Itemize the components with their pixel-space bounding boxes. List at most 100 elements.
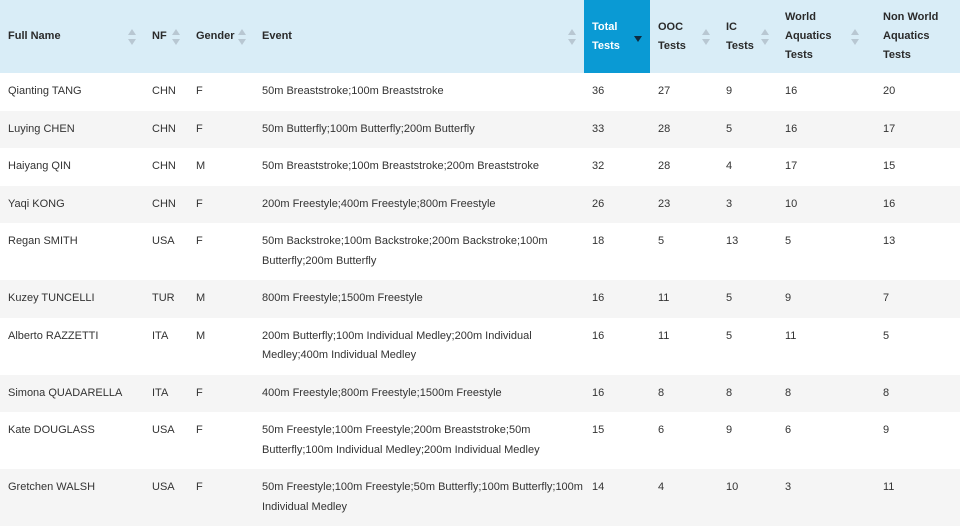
column-header-total-tests[interactable]: Total Tests: [584, 0, 650, 73]
table-row: Luying CHEN CHN F 50m Butterfly;100m Butter…: [0, 110, 960, 148]
column-header-label: IC Tests: [726, 20, 754, 52]
table-row: Kuzey TUNCELLI TUR M 800m Freestyle;1500m F…: [0, 280, 960, 318]
cell-event: 50m Freestyle;100m Freestyle;200m Breast…: [262, 424, 540, 456]
cell-gender: M: [196, 329, 206, 342]
sort-updown-icon[interactable]: [702, 28, 711, 45]
cell-total-tests: 26: [592, 197, 605, 210]
sort-updown-icon[interactable]: [851, 28, 860, 45]
column-header-label: Total Tests: [592, 20, 620, 52]
cell-ooc-tests: 4: [658, 481, 665, 493]
cell-event: 50m Backstroke;100m Backstroke;200m Back…: [262, 235, 548, 267]
column-header-label: Event: [262, 30, 292, 42]
cell-world-aquatics-tests: 6: [785, 424, 792, 436]
table-row: Haiyang QIN CHN M 50m Breaststroke;100m Bre…: [0, 148, 960, 186]
column-header-ooc-tests[interactable]: OOC Tests: [650, 0, 718, 73]
cell-full-name: Regan SMITH: [8, 235, 78, 247]
cell-event: 50m Breaststroke;100m Breaststroke;200m …: [262, 160, 539, 172]
cell-ic-tests: 13: [726, 235, 739, 247]
table-row: Yaqi KONG CHN F 200m Freestyle;400m Freesty…: [0, 185, 960, 223]
sort-updown-icon[interactable]: [172, 28, 181, 45]
cell-ooc-tests: 11: [658, 329, 670, 342]
cell-full-name: Haiyang QIN: [8, 160, 71, 172]
cell-world-aquatics-tests: 17: [785, 160, 798, 172]
sort-updown-icon[interactable]: [128, 28, 137, 45]
column-header-label: Non World Aquatics Tests: [883, 11, 939, 61]
cell-full-name: Simona QUADARELLA: [8, 386, 123, 399]
cell-world-aquatics-tests: 16: [785, 122, 798, 135]
column-header-non-world-aquatics-tests[interactable]: Non World Aquatics Tests: [875, 0, 960, 73]
cell-full-name: Yaqi KONG: [8, 197, 65, 210]
column-header-event[interactable]: Event: [254, 0, 584, 73]
column-header-nf[interactable]: NF: [144, 0, 188, 73]
cell-event: 800m Freestyle;1500m Freestyle: [262, 292, 423, 304]
cell-world-aquatics-tests: 9: [785, 292, 792, 304]
cell-non-world-aquatics-tests: 17: [883, 122, 896, 135]
cell-event: 50m Breaststroke;100m Breaststroke: [262, 85, 444, 97]
cell-total-tests: 16: [592, 292, 605, 304]
cell-full-name: Luying CHEN: [8, 122, 75, 135]
cell-world-aquatics-tests: 16: [785, 85, 798, 97]
column-header-gender[interactable]: Gender: [188, 0, 254, 73]
cell-ooc-tests: 5: [658, 235, 665, 247]
cell-non-world-aquatics-tests: 9: [883, 424, 890, 436]
table-row: Alberto RAZZETTI ITA M 200m Butterfly;100m …: [0, 317, 960, 375]
table-row: Kate DOUGLASS USA F 50m Freestyle;100m Free…: [0, 412, 960, 469]
cell-ic-tests: 5: [726, 329, 733, 342]
cell-nf: USA: [152, 424, 175, 436]
cell-world-aquatics-tests: 5: [785, 235, 792, 247]
column-header-label: World Aquatics Tests: [785, 11, 832, 61]
cell-ooc-tests: 11: [658, 292, 670, 304]
cell-event: 400m Freestyle;800m Freestyle;1500m Free…: [262, 386, 502, 399]
cell-non-world-aquatics-tests: 15: [883, 160, 896, 172]
cell-gender: F: [196, 235, 203, 247]
cell-nf: CHN: [152, 85, 176, 97]
cell-nf: CHN: [152, 160, 176, 172]
cell-ic-tests: 9: [726, 424, 733, 436]
cell-ooc-tests: 6: [658, 424, 665, 436]
column-header-label: OOC Tests: [658, 20, 686, 52]
cell-total-tests: 15: [592, 424, 605, 436]
table-row: Gretchen WALSH USA F 50m Freestyle;100m Fre…: [0, 469, 960, 526]
column-header-full-name[interactable]: Full Name: [0, 0, 144, 73]
cell-total-tests: 36: [592, 85, 605, 97]
cell-world-aquatics-tests: 8: [785, 386, 792, 399]
cell-ic-tests: 4: [726, 160, 733, 172]
column-header-ic-tests[interactable]: IC Tests: [718, 0, 777, 73]
cell-ooc-tests: 8: [658, 386, 665, 399]
cell-gender: F: [196, 122, 203, 135]
cell-total-tests: 18: [592, 235, 605, 247]
sort-updown-icon[interactable]: [761, 28, 770, 45]
cell-ic-tests: 3: [726, 197, 733, 210]
cell-world-aquatics-tests: 3: [785, 481, 792, 493]
cell-gender: F: [196, 85, 203, 97]
cell-nf: USA: [152, 481, 175, 493]
cell-gender: F: [196, 197, 203, 210]
cell-gender: F: [196, 424, 203, 436]
sort-updown-icon[interactable]: [238, 28, 247, 45]
cell-nf: TUR: [152, 292, 175, 304]
table-row: Regan SMITH USA F 50m Backstroke;100m Backs…: [0, 223, 960, 280]
cell-nf: CHN: [152, 122, 176, 135]
cell-event: 50m Butterfly;100m Butterfly;200m Butter…: [262, 122, 475, 135]
cell-ic-tests: 8: [726, 386, 733, 399]
sort-updown-icon[interactable]: [568, 28, 577, 45]
cell-non-world-aquatics-tests: 8: [883, 386, 890, 399]
sort-desc-icon[interactable]: [634, 29, 643, 45]
column-header-label: Full Name: [8, 30, 61, 42]
cell-ic-tests: 5: [726, 122, 733, 135]
column-header-label: Gender: [196, 30, 235, 42]
cell-total-tests: 16: [592, 386, 605, 399]
cell-gender: F: [196, 386, 203, 399]
cell-full-name: Qianting TANG: [8, 85, 82, 97]
column-header-world-aquatics-tests[interactable]: World Aquatics Tests: [777, 0, 875, 73]
table-row: Qianting TANG CHN F 50m Breaststroke;100m B…: [0, 73, 960, 111]
cell-ic-tests: 10: [726, 481, 739, 493]
cell-ic-tests: 9: [726, 85, 733, 97]
table-header-row: Full Name NF Gender Event Total Tests OO…: [0, 0, 960, 73]
cell-full-name: Kuzey TUNCELLI: [8, 292, 95, 304]
table-row: Simona QUADARELLA ITA F 400m Freestyle;800m…: [0, 374, 960, 412]
cell-ic-tests: 5: [726, 292, 733, 304]
cell-total-tests: 14: [592, 481, 605, 493]
cell-nf: CHN: [152, 197, 176, 210]
cell-full-name: Alberto RAZZETTI: [8, 329, 99, 342]
